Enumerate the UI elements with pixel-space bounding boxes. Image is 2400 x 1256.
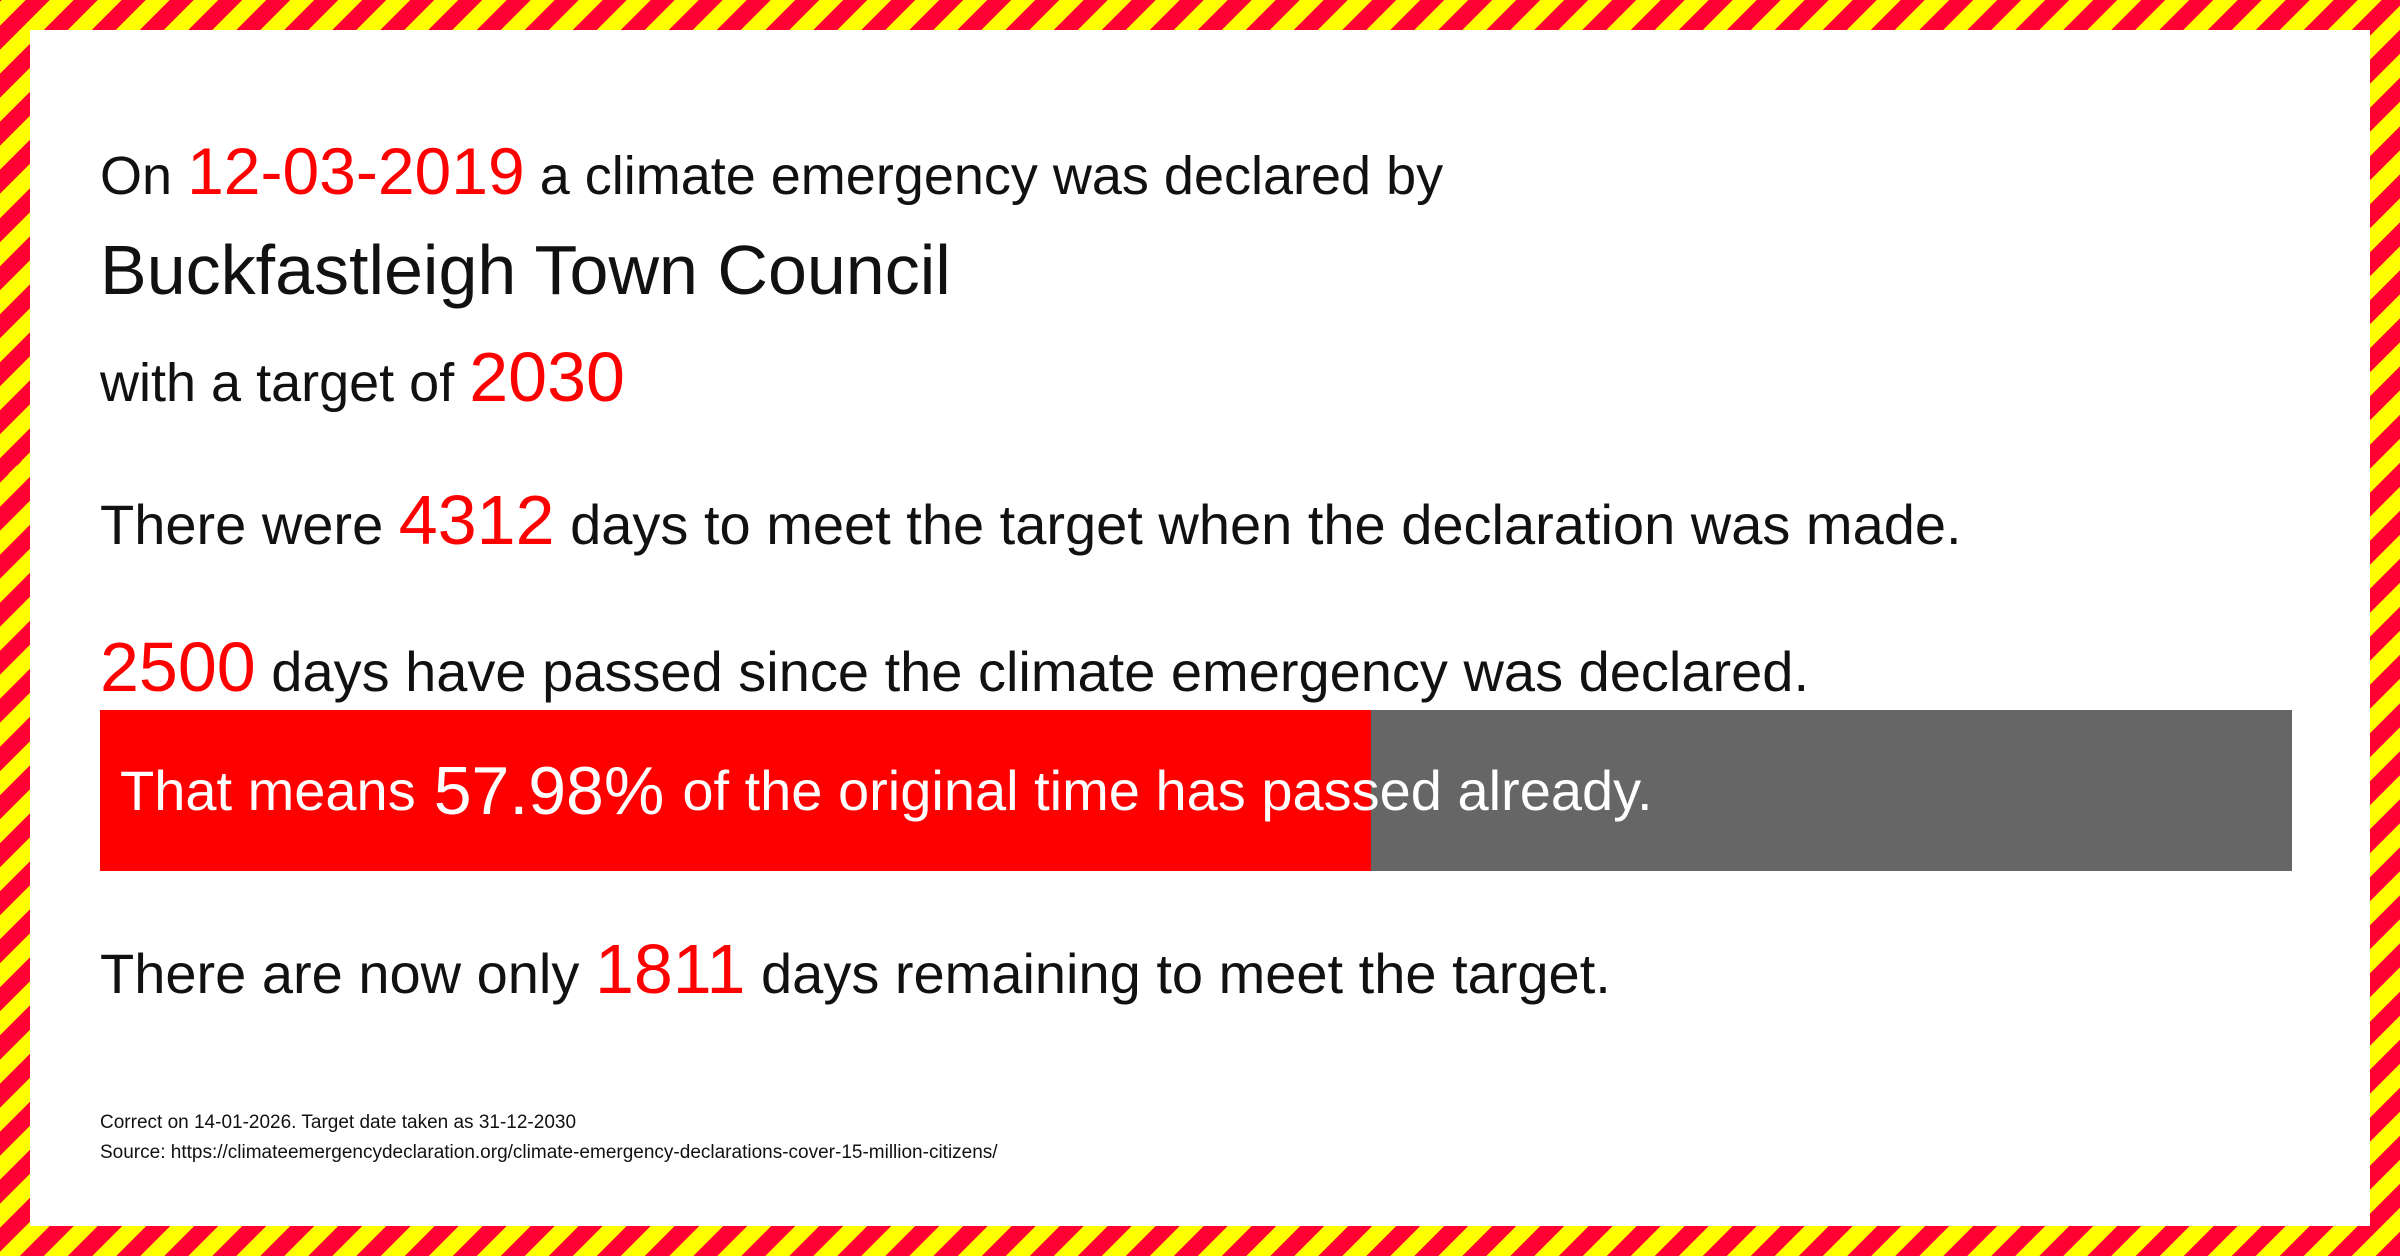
remaining-days-line: There are now only 1811 days remaining t… <box>100 934 1611 1004</box>
progress-suffix: of the original time has passed already. <box>682 759 1653 822</box>
footer-correct-on: Correct on 14-01-2026. Target date taken… <box>100 1112 577 1133</box>
target-line: with a target of 2030 <box>100 342 625 412</box>
declaration-date: 12-03-2019 <box>187 134 525 208</box>
progress-percent: 57.98% <box>433 752 665 829</box>
declaration-card: On 12-03-2019 a climate emergency was de… <box>30 30 2370 1226</box>
declaration-date-line: On 12-03-2019 a climate emergency was de… <box>100 138 1443 204</box>
progress-bar: That means 57.98% of the original time h… <box>100 710 2292 871</box>
date-suffix: a climate emergency was declared by <box>539 146 1444 206</box>
target-prefix: with a target of <box>100 353 455 413</box>
progress-prefix: That means <box>120 759 416 822</box>
progress-bar-fill <box>100 710 1371 871</box>
remaining-prefix: There are now only <box>100 942 580 1005</box>
remaining-suffix: days remaining to meet the target. <box>761 942 1611 1005</box>
total-days-line: There were 4312 days to meet the target … <box>100 485 1962 555</box>
progress-text: That means 57.98% of the original time h… <box>120 710 1653 871</box>
date-prefix: On <box>100 146 173 206</box>
footer-source: Source: https://climateemergencydeclarat… <box>100 1142 998 1163</box>
remaining-days: 1811 <box>594 930 746 1008</box>
total-days: 4312 <box>398 481 555 559</box>
passed-days: 2500 <box>100 628 256 706</box>
council-name: Buckfastleigh Town Council <box>100 231 951 309</box>
passed-suffix: days have passed since the climate emerg… <box>271 640 1809 703</box>
total-prefix: There were <box>100 493 384 556</box>
passed-days-line: 2500 days have passed since the climate … <box>100 632 1809 702</box>
total-suffix: days to meet the target when the declara… <box>570 493 1962 556</box>
target-year: 2030 <box>469 338 625 416</box>
